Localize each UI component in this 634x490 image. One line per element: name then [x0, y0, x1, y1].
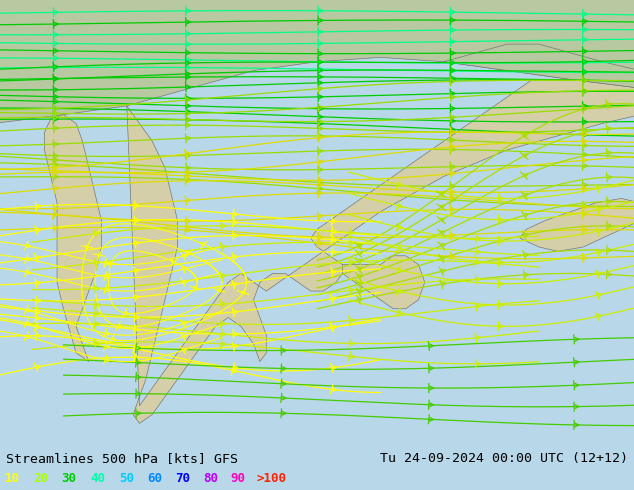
Text: 60: 60: [147, 472, 162, 485]
Text: Streamlines 500 hPa [kts] GFS: Streamlines 500 hPa [kts] GFS: [6, 452, 238, 465]
Polygon shape: [520, 198, 634, 251]
Polygon shape: [127, 79, 634, 423]
Text: Tu 24-09-2024 00:00 UTC (12+12): Tu 24-09-2024 00:00 UTC (12+12): [380, 452, 628, 465]
Polygon shape: [342, 256, 425, 309]
Text: 10: 10: [5, 472, 20, 485]
Text: 80: 80: [203, 472, 218, 485]
Text: 30: 30: [61, 472, 76, 485]
Text: 40: 40: [90, 472, 105, 485]
Polygon shape: [0, 0, 634, 123]
Text: 50: 50: [119, 472, 134, 485]
Text: 20: 20: [33, 472, 48, 485]
Text: 90: 90: [231, 472, 246, 485]
Text: 70: 70: [175, 472, 190, 485]
Polygon shape: [44, 115, 101, 362]
Text: >100: >100: [257, 472, 287, 485]
Polygon shape: [444, 44, 634, 88]
